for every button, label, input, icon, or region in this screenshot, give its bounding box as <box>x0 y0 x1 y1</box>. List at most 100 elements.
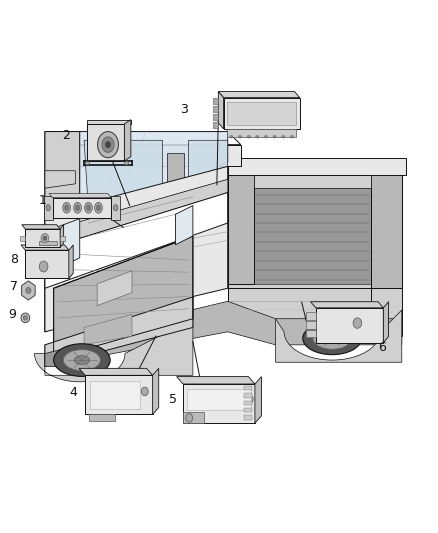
Bar <box>213 122 219 128</box>
Polygon shape <box>45 192 228 288</box>
Ellipse shape <box>113 205 118 211</box>
Ellipse shape <box>246 395 253 403</box>
Ellipse shape <box>102 137 114 152</box>
Polygon shape <box>152 368 159 415</box>
Ellipse shape <box>124 161 129 165</box>
Ellipse shape <box>239 135 242 138</box>
Polygon shape <box>45 132 241 144</box>
Polygon shape <box>85 375 152 415</box>
Polygon shape <box>45 349 62 367</box>
Text: 8: 8 <box>11 254 18 266</box>
Polygon shape <box>45 201 80 332</box>
Bar <box>306 321 316 329</box>
Polygon shape <box>223 98 300 129</box>
Text: 2: 2 <box>62 128 70 142</box>
Ellipse shape <box>74 356 89 365</box>
Polygon shape <box>89 381 140 409</box>
Polygon shape <box>84 314 132 345</box>
Polygon shape <box>22 225 60 229</box>
Ellipse shape <box>85 203 92 213</box>
Ellipse shape <box>282 135 285 138</box>
Ellipse shape <box>313 327 351 349</box>
Polygon shape <box>60 225 64 247</box>
Ellipse shape <box>63 203 71 213</box>
Bar <box>306 312 316 320</box>
Ellipse shape <box>41 233 49 243</box>
Bar <box>244 386 252 390</box>
Text: 4: 4 <box>69 386 77 399</box>
Bar <box>244 393 252 398</box>
Polygon shape <box>45 132 80 214</box>
Polygon shape <box>371 166 402 288</box>
Ellipse shape <box>273 135 276 138</box>
Bar <box>213 98 219 104</box>
Ellipse shape <box>85 161 89 165</box>
Polygon shape <box>316 308 383 343</box>
Polygon shape <box>44 196 53 220</box>
Text: 1: 1 <box>39 194 47 207</box>
Polygon shape <box>177 377 255 384</box>
Bar <box>244 408 252 413</box>
Ellipse shape <box>186 414 193 422</box>
Ellipse shape <box>23 316 28 320</box>
Ellipse shape <box>106 141 111 148</box>
Bar <box>244 400 252 405</box>
Polygon shape <box>188 140 228 197</box>
Ellipse shape <box>325 334 340 343</box>
Text: 6: 6 <box>378 341 386 353</box>
Ellipse shape <box>98 132 118 158</box>
Polygon shape <box>45 144 241 166</box>
Ellipse shape <box>95 203 102 213</box>
Bar <box>244 415 252 419</box>
Polygon shape <box>228 171 254 284</box>
Polygon shape <box>45 297 193 367</box>
Polygon shape <box>228 288 371 319</box>
Polygon shape <box>110 228 141 240</box>
Ellipse shape <box>96 205 101 211</box>
Polygon shape <box>311 302 383 308</box>
Polygon shape <box>276 310 402 362</box>
Polygon shape <box>183 384 255 423</box>
Polygon shape <box>80 132 228 201</box>
Ellipse shape <box>43 236 47 240</box>
Bar <box>213 114 219 120</box>
Polygon shape <box>69 245 73 278</box>
Ellipse shape <box>74 203 81 213</box>
Polygon shape <box>35 319 193 382</box>
Ellipse shape <box>303 322 361 354</box>
Ellipse shape <box>26 287 31 294</box>
Polygon shape <box>21 245 69 250</box>
Polygon shape <box>45 171 75 188</box>
Ellipse shape <box>75 205 80 211</box>
Text: 9: 9 <box>8 308 16 321</box>
Polygon shape <box>219 92 300 98</box>
Polygon shape <box>176 206 193 245</box>
Polygon shape <box>60 236 65 241</box>
Polygon shape <box>53 236 193 358</box>
Ellipse shape <box>265 135 268 138</box>
Ellipse shape <box>46 205 50 211</box>
Polygon shape <box>20 236 25 241</box>
Ellipse shape <box>39 261 48 272</box>
Polygon shape <box>111 196 120 220</box>
Bar <box>213 106 219 112</box>
Text: 7: 7 <box>11 280 18 293</box>
Polygon shape <box>228 158 406 175</box>
Ellipse shape <box>64 205 69 211</box>
Ellipse shape <box>53 344 110 376</box>
Polygon shape <box>49 193 111 198</box>
Polygon shape <box>88 415 115 421</box>
Polygon shape <box>79 368 152 375</box>
Text: 3: 3 <box>180 103 188 116</box>
Ellipse shape <box>141 387 148 396</box>
Ellipse shape <box>230 135 233 138</box>
Polygon shape <box>167 154 184 284</box>
Polygon shape <box>25 229 60 247</box>
Polygon shape <box>45 166 228 232</box>
Ellipse shape <box>353 318 362 328</box>
Polygon shape <box>53 198 111 218</box>
Ellipse shape <box>256 135 259 138</box>
Ellipse shape <box>21 313 30 322</box>
Polygon shape <box>45 219 80 275</box>
Polygon shape <box>383 302 389 343</box>
